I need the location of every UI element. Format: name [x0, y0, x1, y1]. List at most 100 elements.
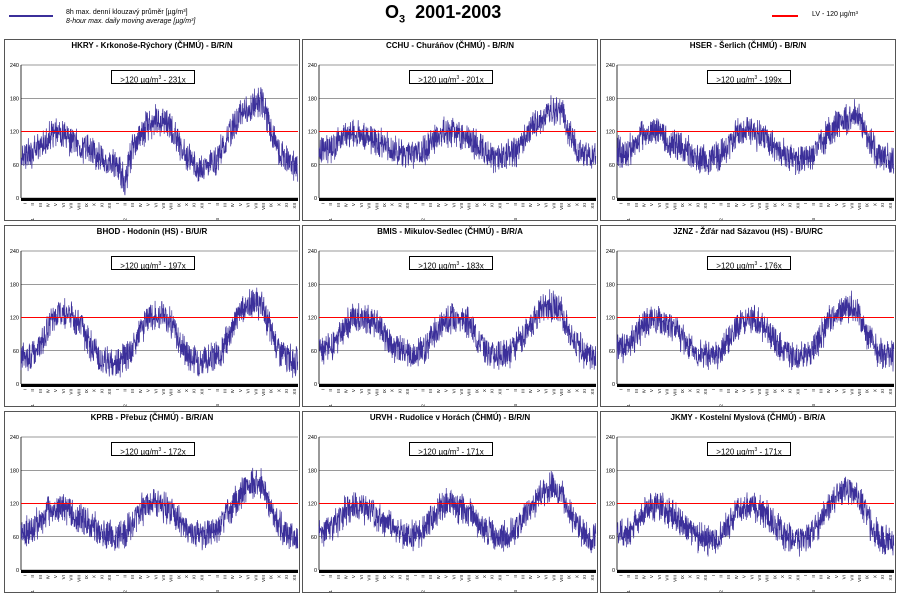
x-axis-band: [21, 198, 298, 201]
month-tick-label: VIII: [169, 575, 174, 582]
y-tick-label: 240: [308, 63, 317, 69]
count-prefix: >120 µg/m: [418, 447, 457, 457]
month-tick-label: XII: [590, 203, 595, 209]
month-tick-label: IX: [382, 389, 387, 393]
month-tick-label: II: [30, 389, 35, 392]
year-tick-label: 03: [513, 404, 518, 407]
month-tick-label: XI: [284, 389, 289, 393]
month-tick-label: XI: [490, 203, 495, 207]
month-tick-label: V: [146, 202, 151, 206]
series-line: [20, 467, 299, 551]
panel-title: KPRB - Přebuz (ČHMÚ) - B/R/AN: [90, 413, 214, 422]
month-tick-label: III: [130, 575, 135, 579]
month-tick-label: IX: [382, 575, 387, 579]
series-line: [20, 87, 299, 196]
month-tick-label: VI: [544, 203, 549, 207]
month-tick-label: VII: [253, 389, 258, 395]
month-tick-label: VII: [367, 575, 372, 581]
month-tick-label: XI: [284, 203, 289, 207]
month-tick-label: I: [115, 203, 120, 204]
month-tick-label: VII: [551, 389, 556, 395]
month-tick-label: VI: [61, 203, 66, 207]
month-tick-label: XII: [795, 203, 800, 209]
month-tick-label: VI: [246, 389, 251, 393]
month-tick-label: VII: [757, 389, 762, 395]
month-tick-label: XII: [703, 575, 708, 581]
month-tick-label: VIII: [857, 203, 862, 210]
month-tick-label: I: [22, 575, 27, 576]
month-tick-label: VI: [451, 203, 456, 207]
y-tick-label: 60: [609, 535, 615, 541]
month-tick-label: IV: [528, 574, 533, 579]
month-tick-label: XII: [703, 203, 708, 209]
month-tick-label: III: [223, 203, 228, 207]
month-tick-label: VII: [367, 203, 372, 209]
month-tick-label: IX: [567, 575, 572, 579]
y-tick-label: 0: [16, 382, 19, 388]
month-tick-label: V: [742, 202, 747, 206]
month-tick-label: II: [328, 203, 333, 206]
month-tick-label: IV: [734, 574, 739, 579]
year-tick-label: 02: [421, 218, 426, 221]
month-tick-label: X: [482, 389, 487, 392]
month-tick-label: IX: [772, 575, 777, 579]
month-tick-label: IX: [176, 389, 181, 393]
chart-panel: 0 60 120 180 240 I II 01 III IV V VI VII VIII IX X XI XII…: [4, 411, 300, 593]
month-tick-label: IX: [84, 389, 89, 393]
month-tick-label: XI: [397, 389, 402, 393]
series-line: [616, 99, 895, 175]
exceedance-count-box: >120 µg/m3 - 197x: [111, 256, 195, 271]
month-tick-label: XII: [292, 203, 297, 209]
month-tick-label: II: [328, 389, 333, 392]
month-tick-label: XI: [880, 203, 885, 207]
year-tick-label: 02: [123, 404, 128, 407]
month-tick-label: II: [30, 203, 35, 206]
month-tick-label: III: [634, 389, 639, 393]
month-tick-label: X: [574, 203, 579, 206]
month-tick-label: X: [92, 575, 97, 578]
month-tick-label: V: [351, 202, 356, 206]
month-tick-label: V: [444, 202, 449, 206]
month-tick-label: XI: [695, 575, 700, 579]
month-tick-label: VIII: [765, 389, 770, 396]
month-tick-label: I: [115, 389, 120, 390]
month-tick-label: VIII: [559, 203, 564, 210]
month-tick-label: VIII: [559, 575, 564, 582]
month-tick-label: I: [803, 203, 808, 204]
y-tick-label: 120: [606, 130, 615, 136]
month-tick-label: XII: [497, 575, 502, 581]
month-tick-label: IV: [734, 388, 739, 393]
month-tick-label: III: [130, 203, 135, 207]
month-tick-label: II: [30, 575, 35, 578]
month-tick-label: X: [184, 575, 189, 578]
month-tick-label: VIII: [672, 575, 677, 582]
month-tick-label: IV: [230, 388, 235, 393]
month-tick-label: IX: [474, 575, 479, 579]
chart-panel: 0 60 120 180 240 I II 01 III IV V VI VII VIII IX X XI XII…: [600, 411, 896, 593]
count-sup: 3: [456, 447, 460, 453]
month-tick-label: VII: [69, 203, 74, 209]
month-tick-label: XI: [192, 575, 197, 579]
month-tick-label: V: [742, 388, 747, 392]
month-tick-label: XII: [405, 389, 410, 395]
month-tick-label: IV: [528, 202, 533, 207]
month-tick-label: X: [872, 203, 877, 206]
month-tick-label: IV: [138, 388, 143, 393]
month-tick-label: X: [574, 389, 579, 392]
month-tick-label: X: [92, 203, 97, 206]
y-tick-label: 180: [606, 468, 615, 474]
month-tick-label: VI: [61, 389, 66, 393]
series-line: [318, 95, 597, 174]
month-tick-label: II: [719, 575, 724, 578]
month-tick-label: V: [834, 202, 839, 206]
month-tick-label: II: [626, 203, 631, 206]
month-tick-label: III: [726, 203, 731, 207]
month-tick-label: XII: [107, 203, 112, 209]
month-tick-label: VIII: [76, 575, 81, 582]
month-tick-label: VIII: [765, 203, 770, 210]
year-tick-label: 01: [328, 218, 333, 221]
month-tick-label: XII: [795, 575, 800, 581]
month-tick-label: III: [634, 203, 639, 207]
month-tick-label: X: [276, 389, 281, 392]
